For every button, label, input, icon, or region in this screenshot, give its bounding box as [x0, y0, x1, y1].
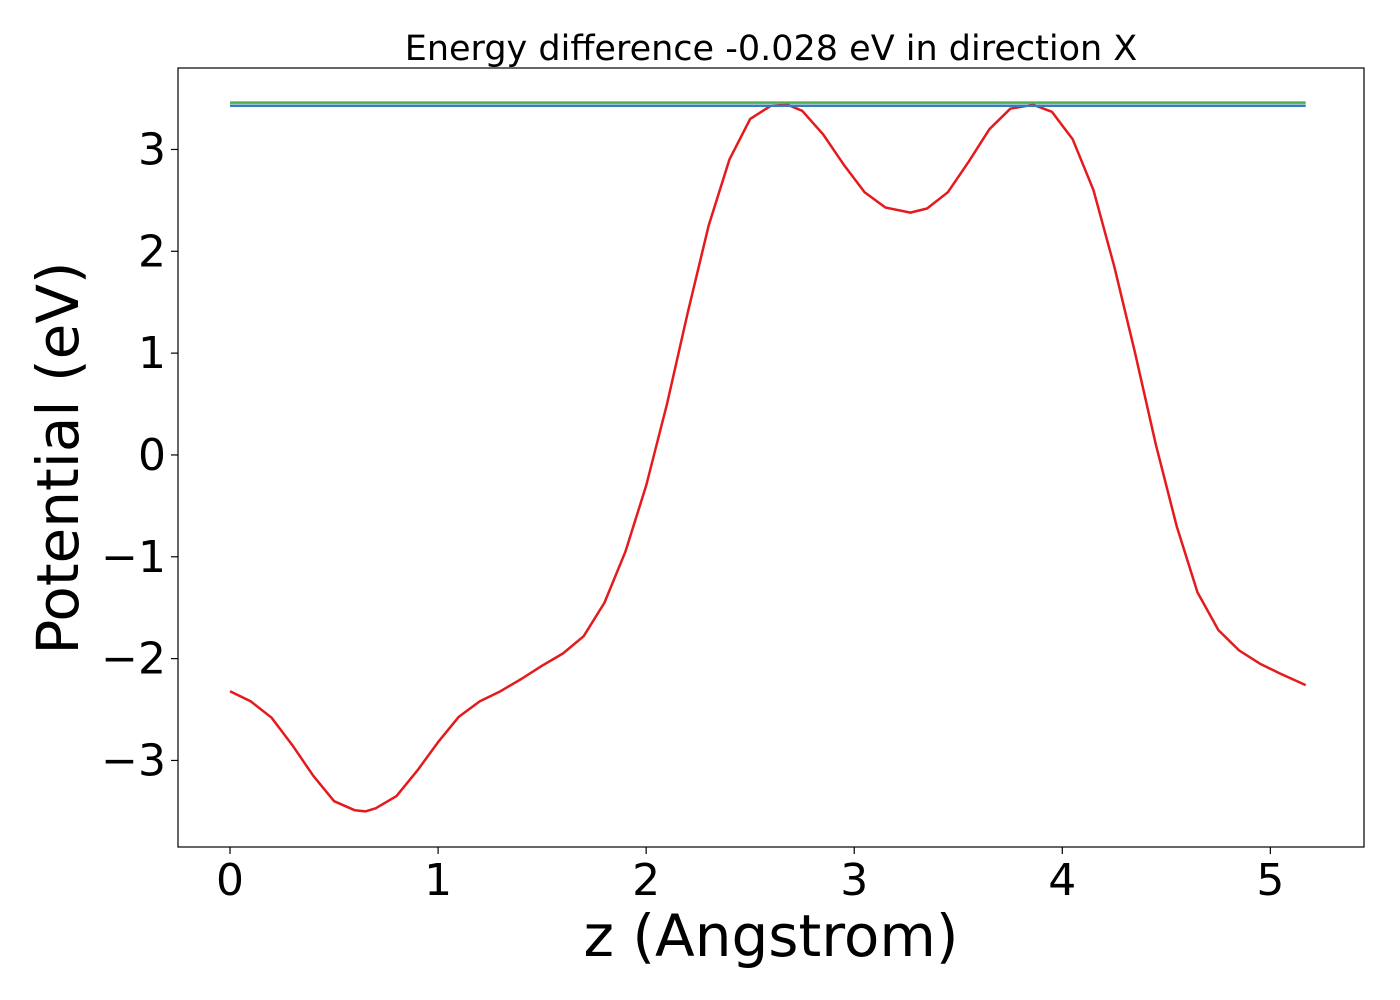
x-tick-label: 2	[632, 855, 660, 906]
x-axis-ticks: 0 1 2 3 4 5	[216, 847, 1284, 906]
y-tick-label: 1	[138, 328, 166, 379]
series-lines	[229, 101, 1307, 813]
series-line-0	[229, 103, 1307, 813]
x-tick-label: 0	[216, 855, 244, 906]
x-tick-label: 3	[840, 855, 868, 906]
chart-title: Energy difference -0.028 eV in direction…	[405, 29, 1138, 69]
y-tick-label: −1	[101, 532, 166, 583]
y-tick-label: −3	[101, 735, 166, 786]
y-axis-ticks: −3 −2 −1 0 1 2 3	[101, 124, 178, 786]
x-tick-label: 1	[424, 855, 452, 906]
y-tick-label: −2	[101, 634, 166, 685]
x-tick-label: 5	[1256, 855, 1284, 906]
y-axis-label: Potential (eV)	[24, 261, 92, 654]
plot-frame	[177, 67, 1365, 848]
y-tick-label: 2	[138, 226, 166, 277]
x-axis-label: z (Angstrom)	[584, 902, 959, 970]
y-tick-label: 3	[138, 124, 166, 175]
y-tick-label: 0	[138, 430, 166, 481]
x-tick-label: 4	[1048, 855, 1076, 906]
